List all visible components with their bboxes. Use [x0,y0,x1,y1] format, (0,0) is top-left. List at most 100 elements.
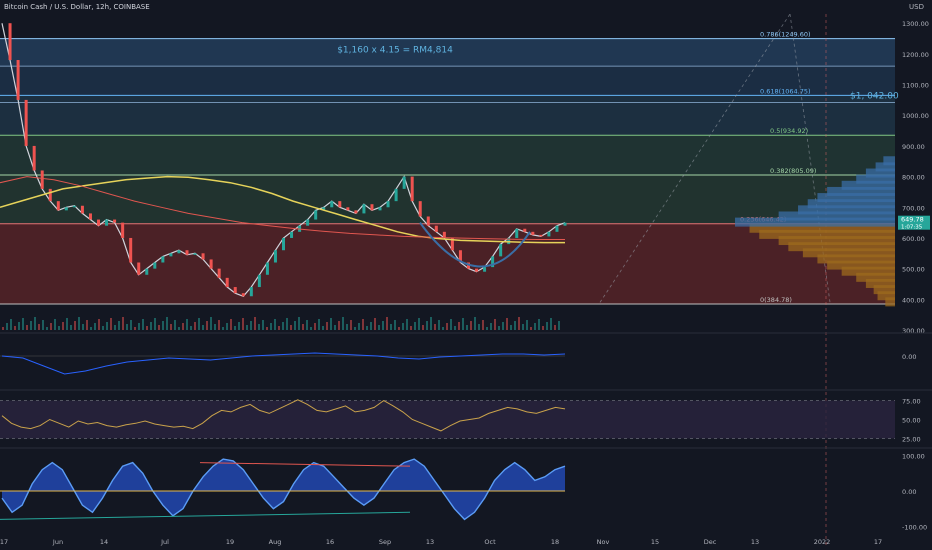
volume-bar [546,322,548,330]
price-axis-tick: 1100.00 [902,82,929,90]
volume-bar [342,317,344,330]
volume-bar [526,320,528,330]
volume-bar [146,326,148,330]
candle [80,205,84,214]
volume-bar [302,324,304,330]
volume-bar [534,323,536,330]
candle [145,268,149,275]
volume-bar [126,324,128,330]
oscillator-wave-area [2,459,565,520]
volume-bar [502,322,504,330]
volume-bar [542,326,544,330]
candle [523,228,527,232]
volume-profile-bar [885,297,895,307]
candle [225,277,229,288]
fib-zone-3 [0,95,895,136]
macd-axis-tick: 0.00 [902,353,916,361]
volume-bar [70,325,72,330]
candle [507,237,511,245]
volume-bar [458,322,460,330]
volume-bar [242,318,244,330]
volume-bar [114,325,116,330]
candle [177,250,181,254]
time-axis-tick: 17 [874,538,882,546]
price-axis-tick: 800.00 [902,174,925,182]
candle [8,23,12,61]
volume-bar [30,321,32,330]
volume-bar [530,327,532,330]
fib-label-4: 0.618(1064.75) [760,87,811,95]
candle [410,176,414,202]
candle [555,225,559,232]
volume-bar [234,326,236,330]
volume-bar [14,326,16,330]
time-axis-tick: 17 [0,538,8,546]
volume-bar [42,320,44,330]
volume-bar [434,324,436,330]
volume-profile-bar [802,248,895,258]
volume-bar [266,327,268,330]
volume-bar [106,322,108,330]
candle [88,213,92,220]
volume-profile-bar [856,174,895,184]
volume-profile-bar [841,266,895,276]
rsi-band [0,400,895,439]
candle [370,204,374,211]
candle [306,219,310,226]
volume-bar [358,323,360,330]
volume-bar [306,320,308,330]
volume-bar [174,320,176,330]
volume-bar [290,325,292,330]
volume-bar [422,325,424,330]
candle [346,207,350,211]
volume-bar [78,317,80,330]
volume-bar [390,324,392,330]
rsi-axis-tick: 25.00 [902,435,921,443]
candle [418,201,422,217]
volume-bar [350,320,352,330]
candle [129,237,133,263]
volume-bar [62,322,64,330]
candle [450,237,454,251]
time-axis-tick: Jul [160,538,169,546]
candle [121,222,125,238]
volume-bar [442,327,444,330]
oscillator-axis-tick: -100.00 [902,523,927,531]
candle [338,201,342,208]
candle [257,274,261,288]
price-axis-tick: 500.00 [902,266,925,274]
volume-profile-bar [807,199,895,209]
volume-bar [554,325,556,330]
volume-bar [386,317,388,330]
volume-bar [118,321,120,330]
candle [105,219,109,226]
volume-bar [498,326,500,330]
time-axis-tick: 16 [326,538,334,546]
volume-bar [222,327,224,330]
volume-bar [490,323,492,330]
volume-profile-bar [875,162,895,172]
volume-bar [446,323,448,330]
volume-bar [230,319,232,330]
volume-bar [6,323,8,330]
candle [547,231,551,237]
volume-bar [18,322,20,330]
volume-profile-bar [856,272,895,282]
volume-bar [518,317,520,330]
fib-zone-2 [0,135,895,176]
symbol-title: Bitcoin Cash / U.S. Dollar, 12h, COINBAS… [4,3,150,11]
volume-bar [50,323,52,330]
candle [193,253,197,255]
volume-bar [202,325,204,330]
current-price-countdown: 1:07:35 [901,225,923,231]
volume-bar [550,318,552,330]
candle [217,268,221,278]
volume-bar [318,319,320,330]
volume-profile-bar [877,291,895,301]
volume-bar [322,326,324,330]
volume-bar [46,327,48,330]
volume-bar [286,318,288,330]
volume-bar [226,323,228,330]
candle [169,253,173,257]
